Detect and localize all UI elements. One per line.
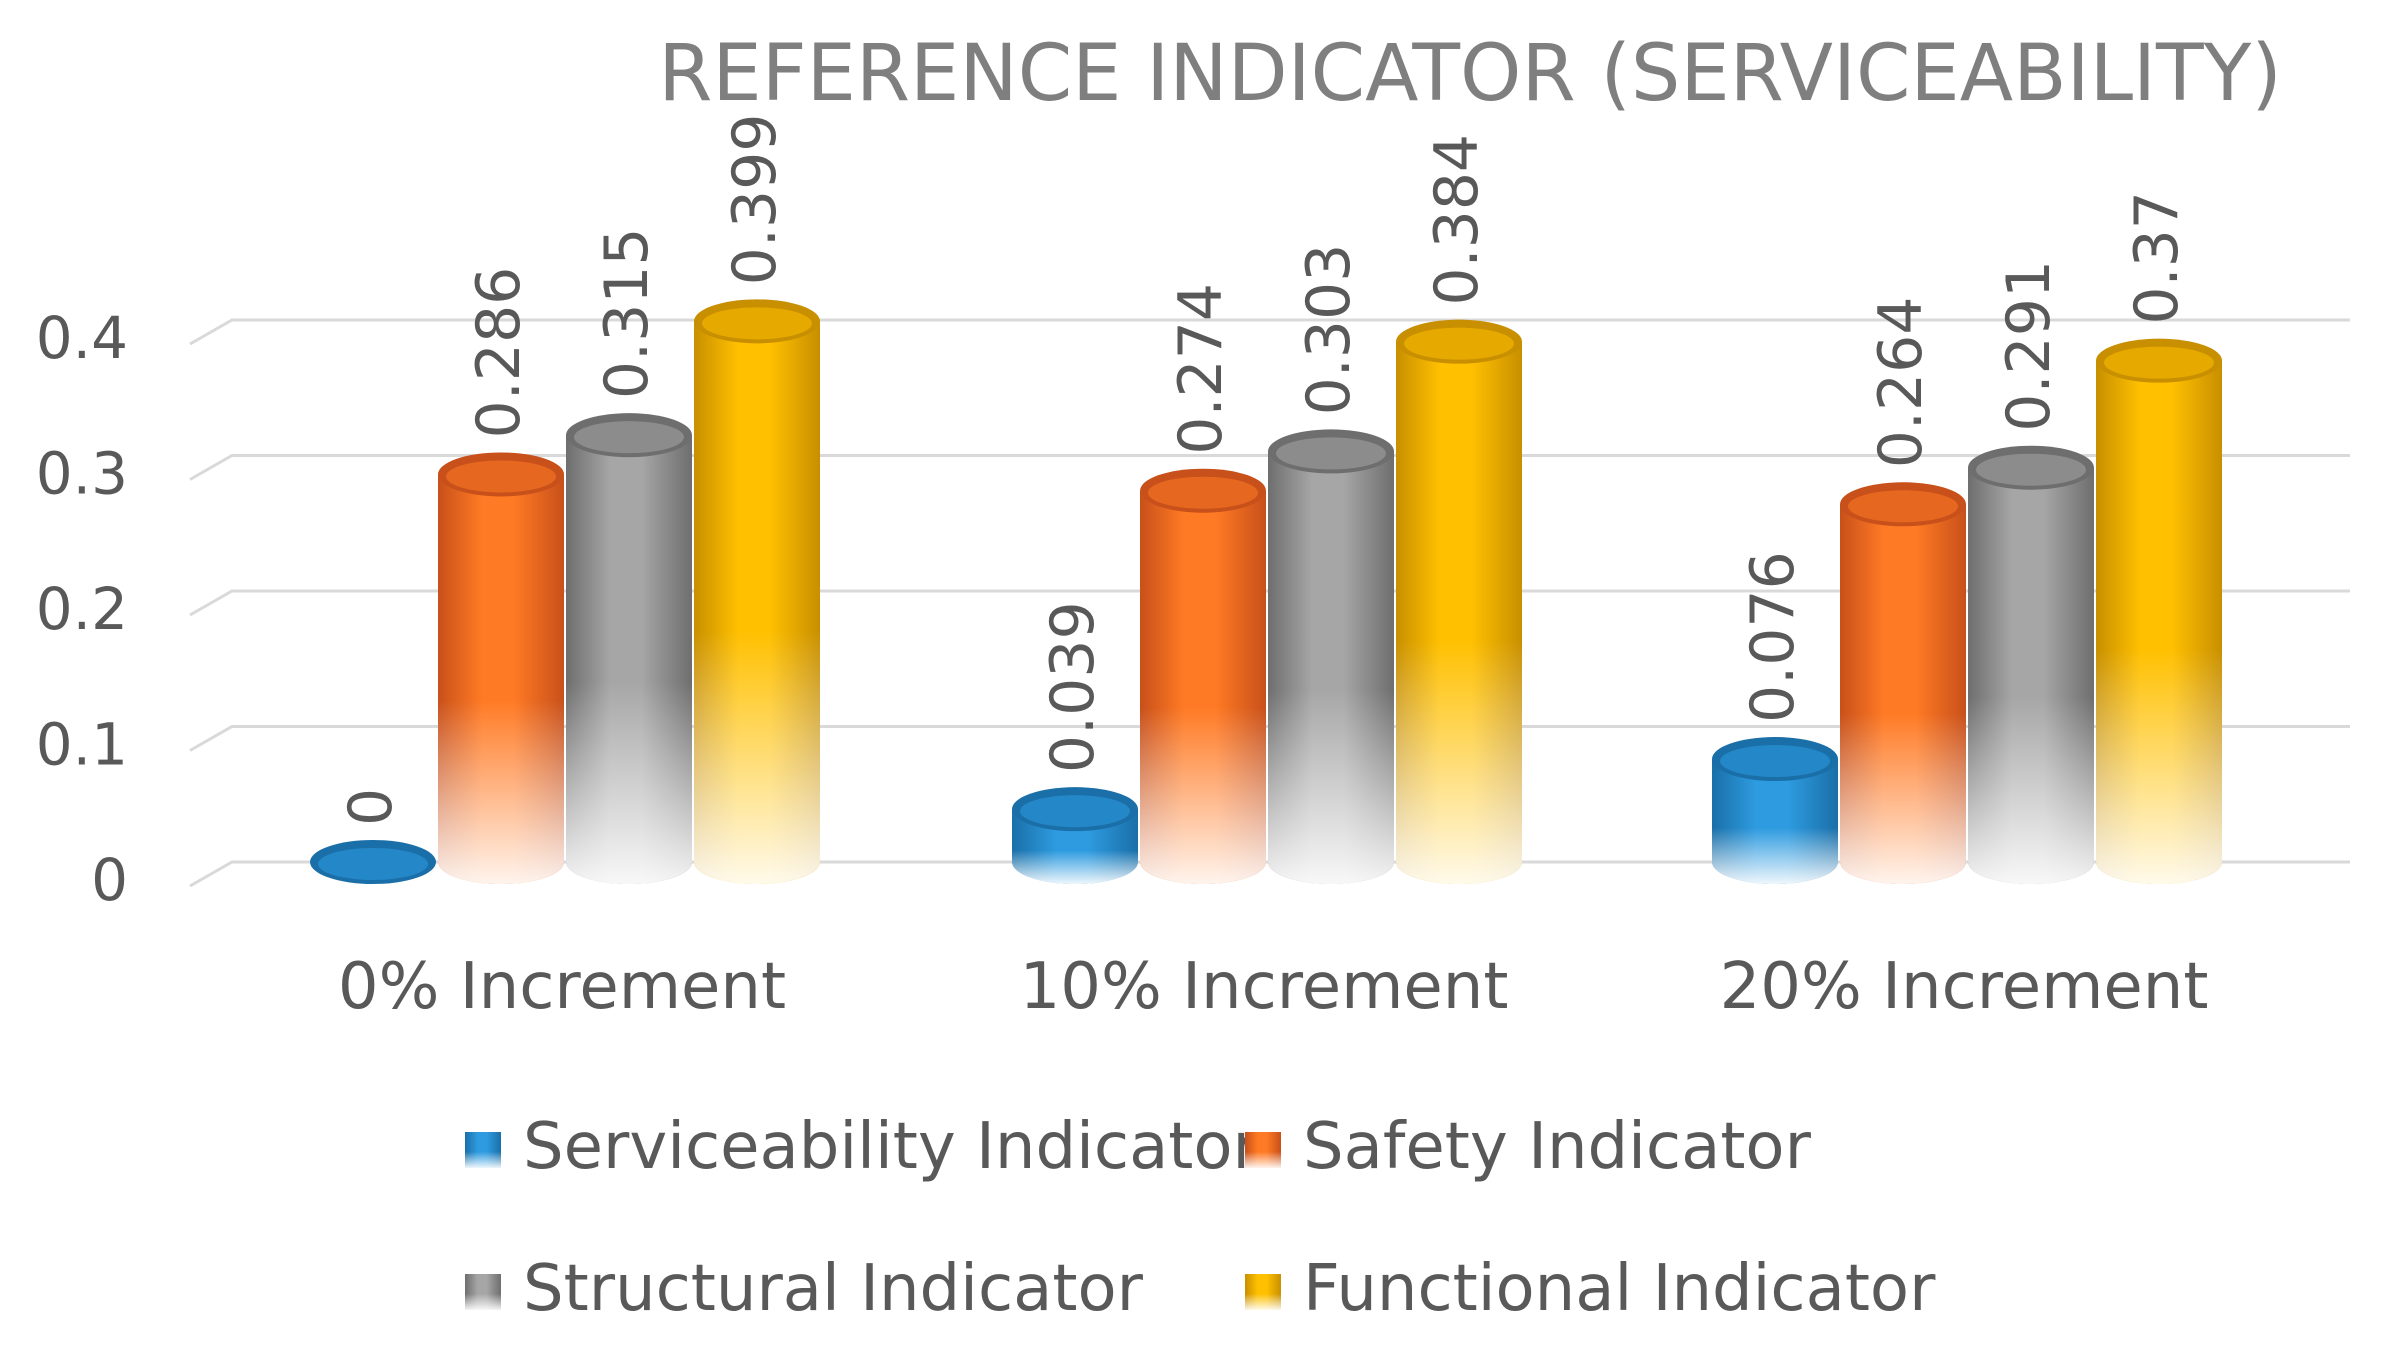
gridline xyxy=(189,589,2350,617)
data-label: 0.37 xyxy=(2122,191,2192,325)
bar-serviceability-indicator-0-increment xyxy=(310,840,436,884)
legend-label: Safety Indicator xyxy=(1303,1110,1812,1184)
bars xyxy=(310,299,2222,885)
legend-label: Functional Indicator xyxy=(1303,1252,1936,1326)
data-label: 0 xyxy=(336,788,406,826)
data-label: 0.291 xyxy=(1994,260,2064,432)
bar-serviceability-indicator-10-increment xyxy=(1012,787,1138,884)
data-label: 0.315 xyxy=(592,227,662,399)
y-axis: 0 0.1 0.2 0.3 0.4 xyxy=(36,304,128,914)
gridline xyxy=(189,318,2350,346)
y-tick-label: 0 xyxy=(91,846,128,914)
data-label: 0.274 xyxy=(1166,283,1236,455)
legend-item-safety-indicator: Safety Indicator xyxy=(1245,1110,1812,1184)
x-axis: 0% Increment 10% Increment 20% Increment xyxy=(338,950,2209,1024)
legend-item-serviceability-indicator: Serviceability Indicator xyxy=(465,1110,1260,1184)
gridlines xyxy=(189,318,2350,888)
category-label: 10% Increment xyxy=(1020,950,1509,1024)
y-tick-label: 0.3 xyxy=(36,440,128,508)
bar-structural-indicator-20-increment xyxy=(1968,445,2094,884)
bar-functional-indicator-20-increment xyxy=(2096,338,2222,884)
legend-item-structural-indicator: Structural Indicator xyxy=(465,1252,1144,1326)
gridline xyxy=(189,860,2350,888)
category-label: 0% Increment xyxy=(338,950,786,1024)
data-label: 0.039 xyxy=(1038,601,1108,773)
gridline xyxy=(189,725,2350,752)
data-label: 0.384 xyxy=(1422,134,1492,306)
y-tick-label: 0.1 xyxy=(36,711,128,779)
legend-label: Structural Indicator xyxy=(523,1252,1144,1326)
bar-safety-indicator-10-increment xyxy=(1140,468,1266,884)
data-label: 0.303 xyxy=(1294,244,1364,416)
data-label: 0.264 xyxy=(1866,296,1936,468)
chart-title: REFERENCE INDICATOR (SERVICEABILITY) xyxy=(658,29,2282,119)
data-labels: 0 0.286 0.315 0.399 0.039 0.274 0.303 0.384 0.07… xyxy=(336,114,2192,826)
legend-item-functional-indicator: Functional Indicator xyxy=(1245,1252,1936,1326)
y-tick-label: 0.2 xyxy=(36,575,128,643)
bar-safety-indicator-20-increment xyxy=(1840,482,1966,884)
gridline xyxy=(189,454,2350,481)
bar-serviceability-indicator-20-increment xyxy=(1712,737,1838,884)
legend-label: Serviceability Indicator xyxy=(523,1110,1260,1184)
category-label: 20% Increment xyxy=(1720,950,2209,1024)
legend: Serviceability Indicator Safety Indicator… xyxy=(465,1110,1936,1326)
data-label: 0.399 xyxy=(720,114,790,286)
data-label: 0.286 xyxy=(464,267,534,439)
bar-functional-indicator-10-increment xyxy=(1396,319,1522,884)
data-label: 0.076 xyxy=(1738,551,1808,723)
bar-structural-indicator-0-increment xyxy=(566,413,692,884)
bar-safety-indicator-0-increment xyxy=(438,452,564,884)
bar-functional-indicator-0-increment xyxy=(694,299,820,885)
bar-structural-indicator-10-increment xyxy=(1268,429,1394,884)
y-tick-label: 0.4 xyxy=(36,304,128,372)
